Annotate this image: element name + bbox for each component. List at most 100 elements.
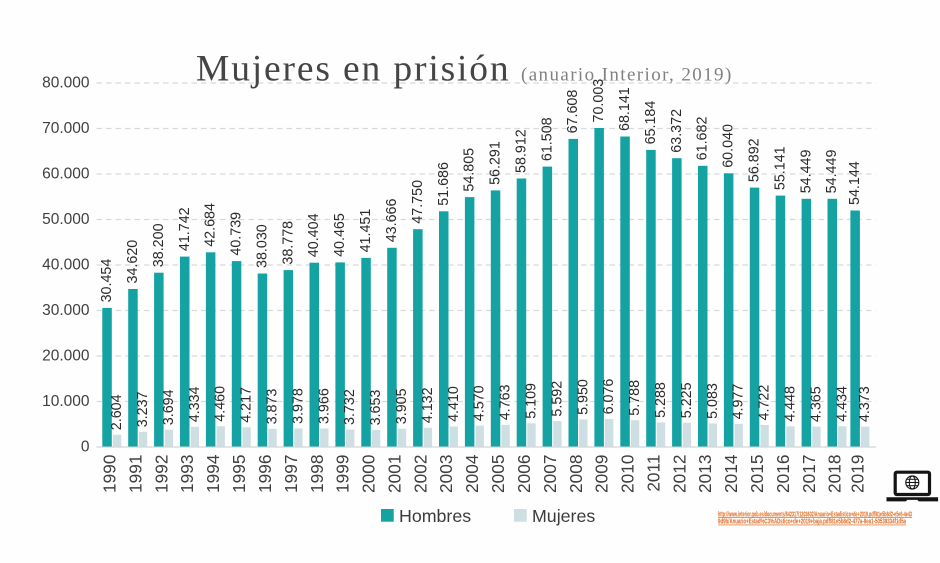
svg-text:2010: 2010 bbox=[618, 455, 638, 493]
svg-text:3.653: 3.653 bbox=[368, 390, 384, 426]
svg-text:61.682: 61.682 bbox=[695, 117, 711, 161]
svg-text:47.750: 47.750 bbox=[410, 180, 426, 224]
svg-text:Mujeres en prisión: Mujeres en prisión bbox=[196, 49, 511, 90]
svg-text:2019: 2019 bbox=[848, 455, 868, 493]
svg-text:38.778: 38.778 bbox=[280, 221, 296, 265]
svg-text:2003: 2003 bbox=[436, 455, 456, 493]
svg-text:2001: 2001 bbox=[384, 455, 404, 493]
svg-text:1996: 1996 bbox=[255, 455, 275, 493]
svg-text:34.620: 34.620 bbox=[125, 240, 141, 284]
svg-text:56.892: 56.892 bbox=[747, 138, 763, 182]
svg-text:2017: 2017 bbox=[799, 455, 819, 493]
svg-text:2018: 2018 bbox=[825, 455, 845, 493]
svg-text:58.912: 58.912 bbox=[513, 129, 529, 173]
svg-text:5.109: 5.109 bbox=[524, 383, 540, 419]
svg-text:http://www.interior.gob.es/doc: http://www.interior.gob.es/documents/642… bbox=[718, 511, 912, 518]
svg-text:1990: 1990 bbox=[100, 455, 120, 493]
svg-text:61.508: 61.508 bbox=[539, 117, 555, 161]
svg-text:1991: 1991 bbox=[125, 455, 145, 493]
svg-text:30.454: 30.454 bbox=[99, 259, 115, 303]
svg-text:43.666: 43.666 bbox=[384, 199, 400, 243]
svg-text:68.141: 68.141 bbox=[617, 87, 633, 131]
svg-text:50.000: 50.000 bbox=[42, 211, 90, 228]
svg-text:10.000: 10.000 bbox=[42, 393, 90, 410]
svg-text:1998: 1998 bbox=[307, 455, 327, 493]
svg-text:38.200: 38.200 bbox=[151, 223, 167, 267]
svg-text:40.000: 40.000 bbox=[42, 257, 90, 274]
svg-text:1994: 1994 bbox=[203, 454, 223, 493]
svg-text:2013: 2013 bbox=[695, 455, 715, 493]
svg-text:55.141: 55.141 bbox=[772, 146, 788, 190]
svg-text:2015: 2015 bbox=[747, 455, 767, 493]
svg-text:3.732: 3.732 bbox=[342, 389, 358, 425]
svg-text:30.000: 30.000 bbox=[42, 302, 90, 319]
svg-text:0: 0 bbox=[81, 439, 90, 456]
svg-text:4.448: 4.448 bbox=[783, 386, 799, 422]
svg-text:5.788: 5.788 bbox=[627, 380, 643, 416]
svg-text:4.217: 4.217 bbox=[239, 387, 255, 423]
svg-text:2.604: 2.604 bbox=[109, 394, 125, 430]
svg-text:41.451: 41.451 bbox=[358, 209, 374, 253]
svg-text:9d9b/Anuario+Estad%C3%ADstico+: 9d9b/Anuario+Estad%C3%ADstico+de+2019+ba… bbox=[718, 519, 906, 526]
svg-text:2016: 2016 bbox=[773, 455, 793, 493]
svg-text:40.404: 40.404 bbox=[306, 213, 322, 257]
svg-text:3.694: 3.694 bbox=[161, 389, 177, 425]
svg-text:67.608: 67.608 bbox=[565, 90, 581, 134]
svg-text:4.334: 4.334 bbox=[187, 386, 203, 422]
svg-text:2006: 2006 bbox=[514, 455, 534, 493]
svg-text:1995: 1995 bbox=[229, 455, 249, 493]
svg-text:Hombres: Hombres bbox=[399, 506, 471, 526]
svg-text:3.237: 3.237 bbox=[135, 391, 151, 427]
svg-text:4.434: 4.434 bbox=[834, 386, 850, 422]
svg-text:51.686: 51.686 bbox=[436, 162, 452, 206]
svg-text:80.000: 80.000 bbox=[42, 75, 90, 92]
svg-text:54.144: 54.144 bbox=[847, 161, 863, 205]
svg-text:63.372: 63.372 bbox=[669, 109, 685, 153]
svg-text:2004: 2004 bbox=[462, 454, 482, 493]
svg-text:54.449: 54.449 bbox=[824, 150, 840, 194]
svg-text:65.184: 65.184 bbox=[643, 101, 659, 145]
svg-text:38.030: 38.030 bbox=[254, 224, 270, 268]
svg-text:40.739: 40.739 bbox=[229, 212, 245, 256]
svg-text:2002: 2002 bbox=[410, 455, 430, 493]
svg-text:40.465: 40.465 bbox=[332, 213, 348, 257]
svg-text:5.225: 5.225 bbox=[679, 382, 695, 418]
svg-text:4.977: 4.977 bbox=[731, 384, 747, 420]
svg-text:6.076: 6.076 bbox=[601, 379, 617, 415]
svg-text:2011: 2011 bbox=[643, 455, 663, 492]
svg-text:3.978: 3.978 bbox=[290, 388, 306, 424]
svg-text:1997: 1997 bbox=[281, 455, 301, 493]
svg-text:2008: 2008 bbox=[566, 455, 586, 493]
svg-text:3.873: 3.873 bbox=[265, 389, 281, 425]
svg-text:2007: 2007 bbox=[540, 455, 560, 493]
svg-text:70.000: 70.000 bbox=[42, 120, 90, 137]
svg-text:3.905: 3.905 bbox=[394, 388, 410, 424]
svg-text:41.742: 41.742 bbox=[177, 207, 193, 251]
svg-text:1999: 1999 bbox=[333, 455, 353, 493]
svg-text:2005: 2005 bbox=[488, 454, 508, 492]
svg-text:5.083: 5.083 bbox=[705, 383, 721, 419]
svg-text:5.950: 5.950 bbox=[575, 379, 591, 415]
svg-text:60.000: 60.000 bbox=[42, 166, 90, 183]
svg-text:Mujeres: Mujeres bbox=[532, 506, 595, 526]
svg-text:20.000: 20.000 bbox=[42, 348, 90, 365]
svg-text:4.410: 4.410 bbox=[446, 386, 462, 422]
svg-text:1992: 1992 bbox=[151, 455, 171, 493]
svg-text:4.570: 4.570 bbox=[472, 385, 488, 421]
svg-text:4.365: 4.365 bbox=[808, 386, 824, 422]
svg-text:60.040: 60.040 bbox=[721, 124, 737, 168]
svg-text:42.684: 42.684 bbox=[203, 203, 219, 247]
svg-text:5.288: 5.288 bbox=[653, 382, 669, 418]
svg-text:4.722: 4.722 bbox=[757, 385, 773, 421]
svg-text:2009: 2009 bbox=[592, 455, 612, 493]
svg-text:2012: 2012 bbox=[669, 455, 689, 493]
svg-text:4.763: 4.763 bbox=[498, 384, 514, 420]
svg-text:4.132: 4.132 bbox=[420, 387, 436, 423]
svg-text:4.460: 4.460 bbox=[213, 386, 229, 422]
svg-text:2014: 2014 bbox=[721, 454, 741, 493]
svg-text:2000: 2000 bbox=[359, 455, 379, 493]
svg-text:54.805: 54.805 bbox=[462, 148, 478, 192]
svg-text:70.003: 70.003 bbox=[591, 79, 607, 123]
svg-text:4.373: 4.373 bbox=[857, 386, 873, 422]
svg-text:(anuario Interior, 2019): (anuario Interior, 2019) bbox=[521, 64, 733, 85]
